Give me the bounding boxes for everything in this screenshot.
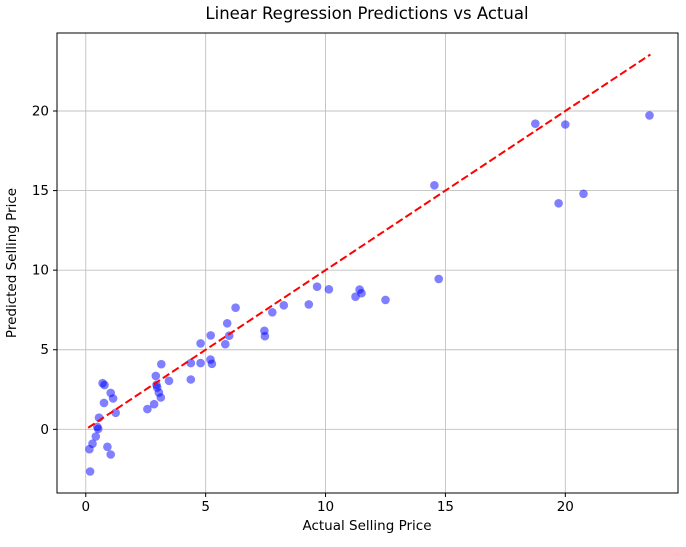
- data-point: [164, 376, 174, 386]
- data-point: [561, 120, 570, 129]
- y-tick-label: 10: [32, 263, 49, 279]
- x-tick-label: 0: [81, 499, 90, 515]
- data-point: [99, 398, 109, 408]
- x-tick-label: 20: [557, 499, 574, 515]
- data-point: [357, 288, 366, 298]
- data-point: [108, 394, 118, 403]
- data-point: [186, 358, 196, 368]
- data-point: [554, 199, 563, 208]
- data-point: [434, 274, 444, 284]
- chart-title: Linear Regression Predictions vs Actual: [205, 4, 528, 23]
- y-axis-label: Predicted Selling Price: [4, 188, 20, 338]
- data-point: [156, 393, 166, 402]
- data-point: [151, 371, 161, 381]
- data-point: [149, 399, 159, 409]
- data-point: [645, 111, 654, 120]
- x-tick-label: 15: [437, 499, 454, 515]
- data-point: [186, 375, 196, 384]
- data-point: [381, 295, 390, 305]
- data-point: [260, 331, 270, 341]
- data-point: [279, 301, 289, 310]
- data-point: [231, 303, 240, 313]
- data-point: [304, 300, 314, 309]
- y-tick-label: 15: [32, 183, 49, 199]
- regression-reference-line: [87, 53, 651, 429]
- axis-ticks: 0 5 10 15 20 0 5 10 15 20: [32, 103, 574, 515]
- scatter-points: [85, 111, 654, 476]
- data-point: [207, 359, 217, 369]
- data-point: [430, 181, 439, 190]
- data-point: [531, 119, 540, 128]
- data-point: [103, 442, 112, 452]
- data-point: [85, 467, 95, 476]
- data-point: [93, 424, 103, 434]
- y-tick-label: 20: [32, 103, 49, 119]
- data-point: [579, 189, 588, 199]
- data-point: [268, 308, 277, 317]
- data-point: [221, 339, 230, 349]
- data-point: [196, 358, 205, 368]
- identity-line: [87, 53, 651, 429]
- data-point: [222, 319, 232, 328]
- data-point: [157, 359, 166, 369]
- y-tick-label: 5: [40, 342, 49, 358]
- x-tick-label: 10: [317, 499, 334, 515]
- data-point: [91, 432, 101, 441]
- data-point: [100, 380, 109, 390]
- data-point: [312, 282, 322, 292]
- data-point: [111, 408, 120, 418]
- plot-frame: [56, 32, 679, 494]
- data-point: [143, 404, 152, 414]
- axes-spines: [56, 32, 679, 494]
- grid-lines: [57, 33, 678, 493]
- data-point: [196, 339, 205, 348]
- data-point: [206, 331, 215, 340]
- data-point: [85, 444, 94, 454]
- data-point: [106, 450, 115, 459]
- data-point: [324, 285, 334, 294]
- x-axis-label: Actual Selling Price: [302, 518, 431, 534]
- y-tick-label: 0: [40, 422, 49, 438]
- x-tick-label: 5: [201, 499, 210, 515]
